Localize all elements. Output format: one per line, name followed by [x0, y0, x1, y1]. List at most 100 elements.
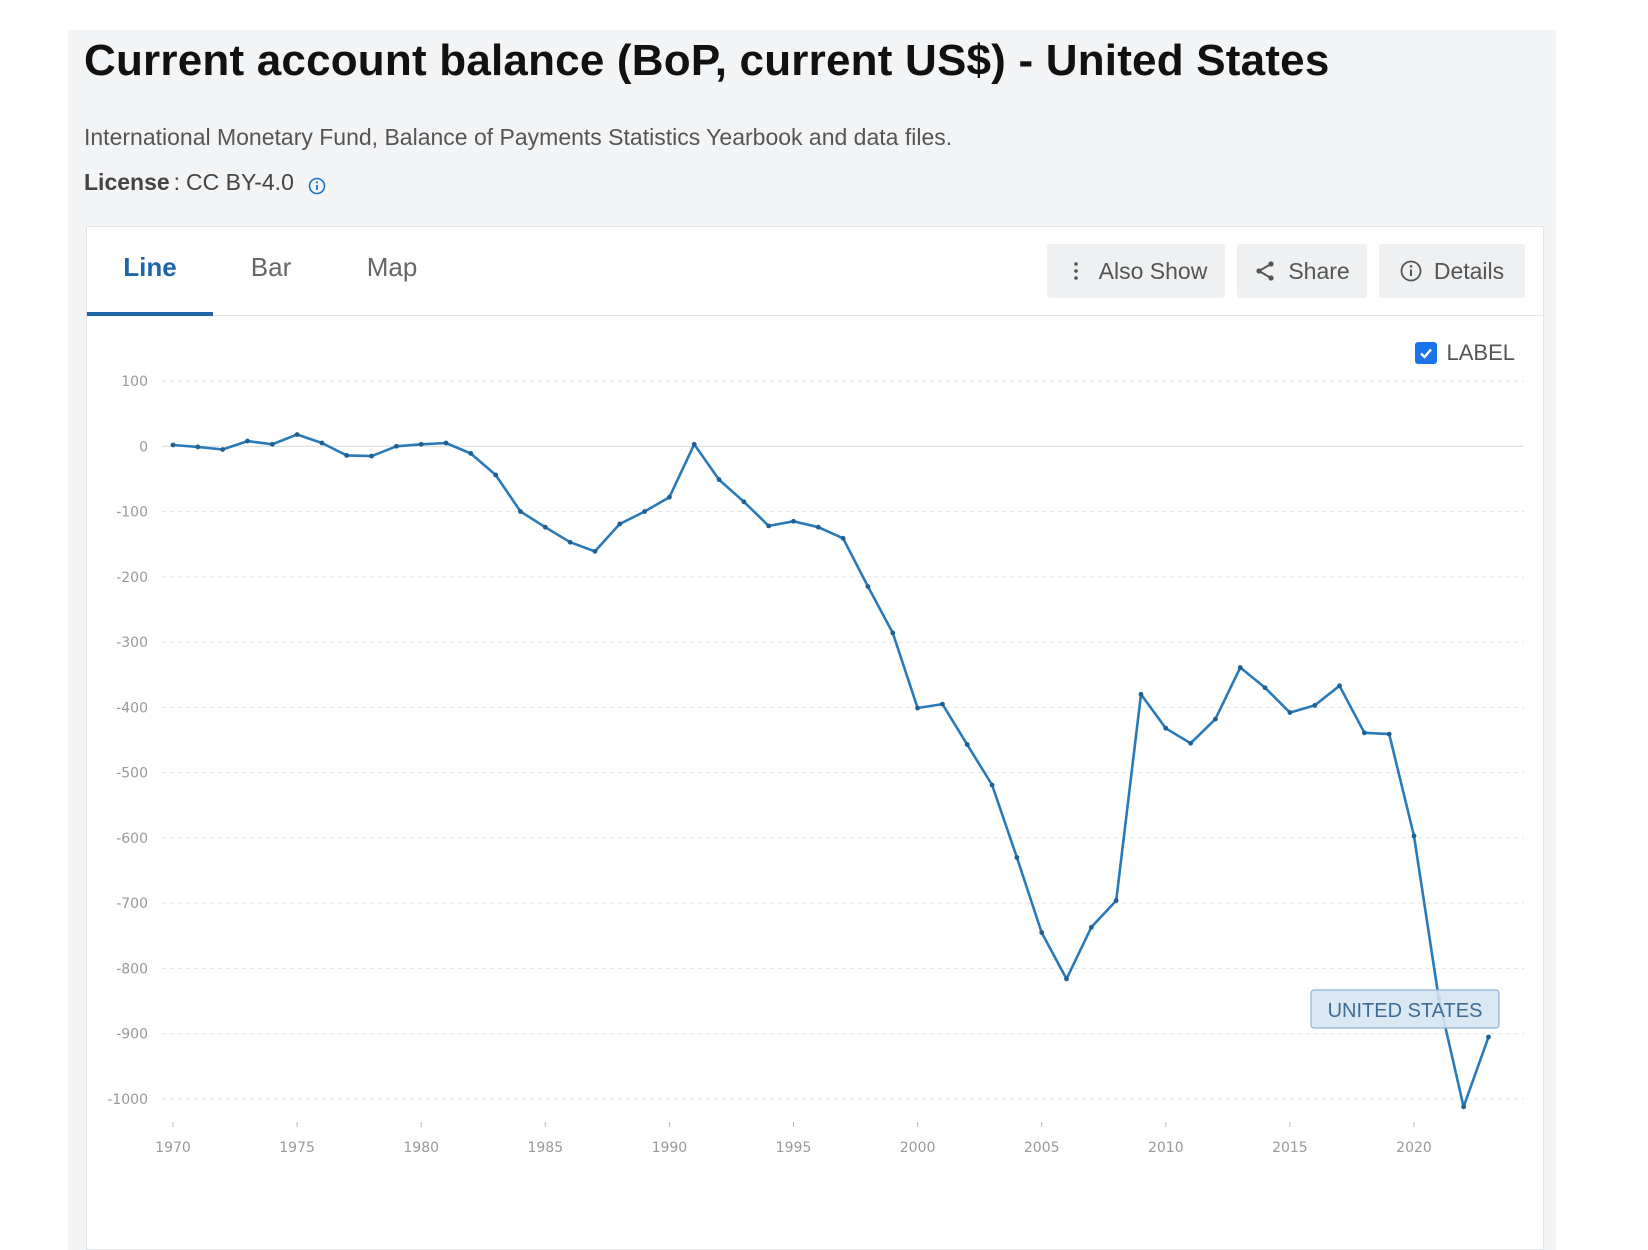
data-point [964, 742, 970, 747]
license-info-icon[interactable] [308, 174, 326, 194]
tab-line[interactable]: Line [87, 227, 213, 316]
series-label-text: UNITED STATES [1328, 1000, 1483, 1022]
data-point [940, 701, 945, 707]
checkmark-icon [1419, 348, 1432, 359]
data-point [1461, 1104, 1467, 1110]
y-tick-label: -700 [116, 896, 148, 912]
details-label: Details [1433, 257, 1505, 284]
tab-bar[interactable]: Bar [250, 252, 292, 282]
data-point [1237, 665, 1243, 670]
data-point [1337, 683, 1342, 689]
x-tick-label: 1980 [403, 1140, 439, 1156]
data-point [542, 524, 548, 530]
chart-axes: 100 0 -100 -200 -300 -400 -500 -600 -700 -800 -900… [107, 374, 1432, 1156]
label-toggle-text: LABEL [1446, 340, 1516, 365]
share-button[interactable]: Share [1237, 244, 1367, 298]
data-point [1361, 730, 1367, 736]
data-point [1188, 740, 1194, 746]
y-tick-label: -600 [116, 831, 148, 847]
x-tick-label: 2020 [1396, 1140, 1432, 1156]
also-show-label: Also Show [1098, 257, 1208, 284]
y-tick-label: -100 [116, 505, 148, 521]
y-tick-label: -900 [116, 1027, 148, 1043]
data-point [989, 782, 995, 788]
data-point [1411, 833, 1417, 839]
x-tick-label: 2005 [1024, 1140, 1060, 1156]
series-line [172, 433, 1490, 1109]
page-title: Current account balance (BoP, current US… [84, 36, 1330, 85]
x-tick-label: 1995 [776, 1140, 812, 1156]
data-point [1039, 930, 1045, 935]
data-point [567, 539, 573, 545]
data-point [418, 441, 424, 447]
data-point [1138, 691, 1144, 697]
share-label: Share [1288, 257, 1350, 284]
license-separator: : [173, 169, 181, 195]
data-point [1486, 1034, 1491, 1040]
share-icon [1254, 260, 1276, 282]
y-tick-label: -800 [116, 961, 148, 977]
tab-map[interactable]: Map [366, 252, 418, 282]
data-point [1163, 725, 1169, 731]
data-point [865, 584, 871, 590]
license-key: License [84, 169, 170, 195]
data-point [1088, 924, 1094, 930]
data-point [1064, 976, 1069, 982]
data-point [592, 548, 598, 554]
y-tick-label: -400 [116, 700, 148, 716]
source-text: International Monetary Fund, Balance of … [84, 124, 953, 150]
view-tabbar: Line Bar Map Also Show Share [87, 227, 1543, 316]
y-tick-label: -1000 [107, 1092, 148, 1108]
x-tick-label: 2000 [900, 1140, 936, 1156]
data-point [1287, 710, 1293, 715]
data-point [691, 441, 697, 447]
y-tick-label: -500 [116, 766, 148, 782]
y-tick-label: 100 [121, 374, 148, 390]
chart-grid [162, 380, 1524, 1100]
y-tick-label: -300 [116, 635, 148, 651]
data-point [642, 509, 647, 514]
data-point [344, 453, 350, 458]
data-point [468, 451, 474, 456]
x-tick-label: 2010 [1148, 1140, 1184, 1156]
chart-series-label: UNITED STATES [1310, 989, 1500, 1029]
chart-series [170, 432, 1491, 1110]
data-point [766, 523, 772, 529]
data-point [791, 518, 796, 524]
details-button[interactable]: Details [1379, 244, 1525, 298]
license-value: CC BY-4.0 [186, 169, 294, 195]
x-tick-label: 1985 [527, 1140, 563, 1156]
data-point [269, 441, 275, 447]
data-point [1014, 855, 1020, 860]
data-point [220, 447, 226, 452]
data-point [840, 535, 846, 541]
data-point [294, 432, 300, 437]
data-point [741, 499, 747, 505]
chart-card: Line Bar Map Also Show Share [86, 226, 1544, 1250]
label-toggle[interactable]: LABEL [1414, 340, 1516, 366]
data-point [170, 442, 176, 448]
data-point [890, 630, 896, 636]
also-show-button[interactable]: Also Show [1047, 244, 1225, 298]
data-point [195, 444, 201, 450]
data-point [716, 477, 722, 482]
data-point [1386, 731, 1392, 737]
data-point [1262, 685, 1268, 691]
info-icon [1400, 260, 1422, 282]
series-label-box [1310, 989, 1500, 1029]
y-tick-label: -200 [116, 570, 148, 586]
data-point [667, 494, 672, 500]
data-point [319, 440, 325, 446]
license-line: License : CC BY-4.0 [84, 169, 326, 196]
data-point [617, 521, 623, 527]
data-point [493, 472, 499, 478]
data-point [1113, 898, 1119, 903]
data-point [1213, 716, 1218, 722]
data-point [393, 443, 399, 449]
y-tick-label: 0 [139, 439, 148, 455]
data-point [518, 509, 523, 514]
x-tick-label: 1975 [279, 1140, 315, 1156]
data-point [369, 453, 374, 459]
label-checkbox[interactable] [1414, 342, 1437, 364]
